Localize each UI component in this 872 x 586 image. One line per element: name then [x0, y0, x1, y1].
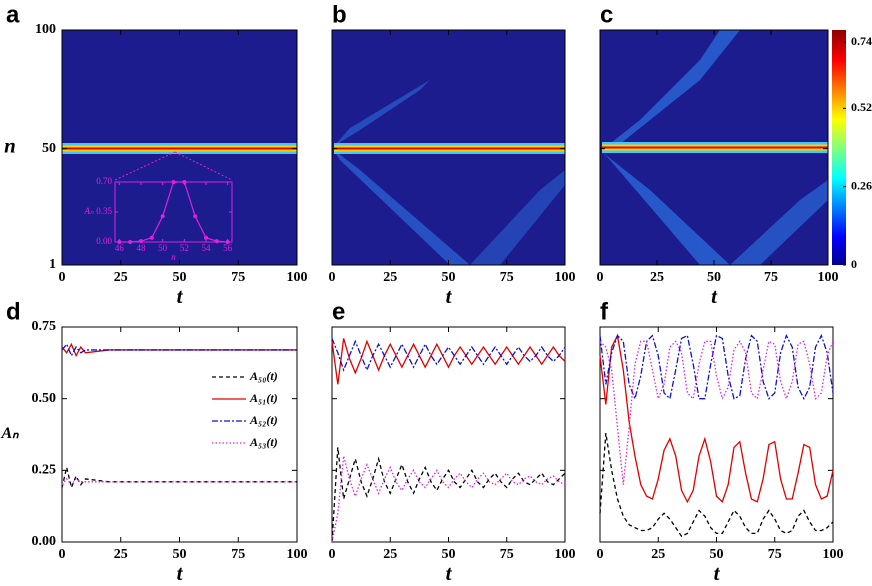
x-axis-label: t	[177, 561, 184, 585]
x-tick-label: 100	[555, 547, 576, 562]
panel-label: b	[332, 1, 347, 28]
colorbar-tick-label: 0.52	[851, 100, 872, 114]
x-tick-label: 0	[597, 547, 604, 562]
y-axis-label: Aₙ	[83, 206, 93, 216]
y-axis-label: Aₙ	[0, 425, 19, 442]
x-axis-label: t	[446, 284, 453, 308]
x-tick-label: 50	[707, 270, 721, 285]
x-tick-label: 25	[383, 270, 397, 285]
x-axis-label: t	[446, 561, 453, 585]
x-tick-label: 100	[555, 270, 576, 285]
series-line	[331, 447, 566, 543]
x-tick-label: 0	[59, 547, 66, 562]
y-tick-label: 0.00	[96, 236, 112, 246]
x-tick-label: 75	[768, 547, 782, 562]
legend-label: A₅₃(t)	[249, 435, 278, 449]
heatmap-image	[62, 30, 846, 265]
plot-frame	[599, 326, 834, 543]
y-tick-label: 50	[42, 141, 56, 156]
x-axis-label: t	[711, 284, 718, 308]
panel-label: d	[6, 298, 21, 325]
x-tick-label: 50	[173, 547, 187, 562]
colorbar-tick-label: 0.74	[851, 34, 872, 48]
series-line	[61, 342, 297, 358]
inset-point	[193, 214, 198, 219]
inset-frame	[114, 181, 233, 243]
x-tick-label: 48	[137, 243, 147, 253]
inset-point	[128, 240, 133, 244]
x-tick-label: 100	[287, 270, 308, 285]
y-tick-label: 0.50	[32, 391, 57, 406]
series-line	[331, 455, 566, 543]
series-line	[61, 477, 297, 486]
series-line	[599, 333, 834, 504]
x-tick-label: 0	[59, 270, 66, 285]
x-tick-label: 25	[651, 547, 665, 562]
plot-frame	[331, 326, 566, 543]
x-tick-label: 50	[158, 243, 168, 253]
y-tick-label: 0.75	[32, 319, 57, 334]
y-tick-label: 0.00	[32, 534, 57, 549]
x-tick-label: 56	[223, 243, 233, 253]
legend-label: A₅₀(t)	[249, 369, 278, 383]
x-tick-label: 100	[823, 547, 844, 562]
x-tick-label: 46	[115, 243, 125, 253]
inset-point	[139, 239, 143, 244]
y-tick-label: 1	[49, 257, 56, 272]
y-axis-label: n	[4, 133, 16, 157]
x-tick-label: 50	[173, 270, 187, 285]
series-line	[599, 333, 834, 401]
x-axis-label: n	[171, 252, 176, 262]
x-tick-label: 0	[329, 270, 336, 285]
inset-point	[225, 240, 230, 244]
legend-label: A₅₁(t)	[249, 391, 278, 405]
x-tick-label: 100	[287, 547, 308, 562]
colorbar-tick-label: 0	[851, 257, 857, 271]
x-tick-label: 75	[500, 547, 514, 562]
x-tick-label: 52	[180, 243, 189, 253]
x-tick-label: 75	[764, 270, 778, 285]
panel-label: f	[600, 298, 609, 325]
series-line	[331, 338, 566, 372]
y-tick-label: 100	[35, 22, 56, 37]
series-line	[599, 432, 834, 538]
x-tick-label: 25	[114, 270, 128, 285]
x-tick-label: 25	[114, 547, 128, 562]
y-tick-label: 0.25	[32, 463, 57, 478]
panel-label: c	[600, 1, 613, 28]
panel-label: a	[6, 1, 20, 28]
x-tick-label: 75	[500, 270, 514, 285]
inset-point	[171, 180, 176, 184]
x-tick-label: 50	[442, 270, 456, 285]
legend-label: A₅₂(t)	[249, 413, 278, 427]
y-tick-label: 0.35	[96, 206, 112, 216]
x-tick-label: 0	[597, 270, 604, 285]
x-axis-label: t	[714, 561, 721, 585]
series-line	[331, 338, 566, 385]
inset-point	[182, 180, 187, 184]
colorbar-tick-label: 0.26	[851, 178, 872, 192]
inset-point	[149, 235, 154, 240]
inset-point	[160, 214, 165, 219]
inset-point	[214, 239, 219, 244]
x-tick-label: 54	[202, 243, 212, 253]
x-tick-label: 75	[231, 270, 245, 285]
x-tick-label: 50	[442, 547, 456, 562]
panel-label: e	[332, 298, 345, 325]
series-line	[599, 340, 834, 485]
x-tick-label: 75	[231, 547, 245, 562]
x-tick-label: 25	[383, 547, 397, 562]
x-tick-label: 50	[710, 547, 724, 562]
x-tick-label: 100	[818, 270, 839, 285]
x-tick-label: 25	[650, 270, 664, 285]
series-line	[61, 467, 297, 490]
x-tick-label: 0	[329, 547, 336, 562]
y-tick-label: 0.70	[96, 176, 112, 186]
inset-point	[117, 240, 122, 244]
x-axis-label: t	[177, 284, 184, 308]
inset-point	[204, 235, 208, 240]
